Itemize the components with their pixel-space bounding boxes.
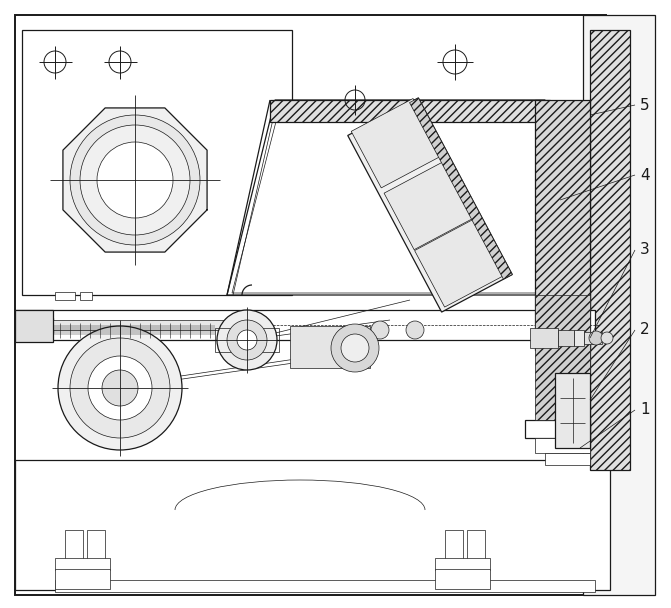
Circle shape <box>237 330 257 350</box>
Bar <box>435 558 490 570</box>
Circle shape <box>102 370 138 406</box>
Bar <box>53 320 263 330</box>
Text: 4: 4 <box>640 167 650 182</box>
Bar <box>55 558 110 570</box>
Bar <box>445 530 463 560</box>
Bar <box>467 530 485 560</box>
Circle shape <box>601 332 613 344</box>
Circle shape <box>331 324 379 372</box>
Bar <box>583 15 655 595</box>
Text: 3: 3 <box>640 243 650 258</box>
Bar <box>525 420 590 438</box>
Circle shape <box>217 310 277 370</box>
Bar <box>555 373 590 448</box>
Polygon shape <box>409 98 512 279</box>
Circle shape <box>88 356 152 420</box>
Circle shape <box>80 125 190 235</box>
Bar <box>87 530 105 560</box>
Bar <box>15 15 606 595</box>
Bar <box>590 30 630 470</box>
Bar <box>290 326 370 368</box>
Circle shape <box>70 338 170 438</box>
Bar <box>584 332 602 344</box>
Circle shape <box>589 331 603 345</box>
Bar <box>15 310 53 342</box>
Text: 5: 5 <box>640 97 650 112</box>
Bar <box>80 292 92 300</box>
Bar <box>545 453 590 465</box>
Circle shape <box>227 320 267 360</box>
Bar <box>65 530 83 560</box>
Polygon shape <box>351 98 443 188</box>
Bar <box>270 100 550 122</box>
Polygon shape <box>415 218 507 307</box>
Bar <box>435 569 490 589</box>
Circle shape <box>371 321 389 339</box>
Bar <box>55 292 75 300</box>
Polygon shape <box>63 108 207 252</box>
Polygon shape <box>227 100 590 295</box>
Circle shape <box>58 326 182 450</box>
Circle shape <box>341 334 369 362</box>
Polygon shape <box>535 100 590 350</box>
Polygon shape <box>348 98 512 312</box>
Text: 2: 2 <box>640 322 650 337</box>
Polygon shape <box>535 295 590 420</box>
Circle shape <box>406 321 424 339</box>
Bar <box>22 30 292 295</box>
Bar <box>574 330 584 346</box>
Bar <box>215 328 279 352</box>
Bar <box>530 328 558 348</box>
Bar <box>535 438 590 453</box>
Bar <box>55 569 110 589</box>
Bar <box>55 580 595 592</box>
Bar <box>15 310 595 340</box>
Bar <box>15 460 610 590</box>
Circle shape <box>70 115 200 245</box>
Bar <box>15 318 53 333</box>
Polygon shape <box>384 161 476 250</box>
Circle shape <box>97 142 173 218</box>
Bar <box>558 330 574 346</box>
Text: 1: 1 <box>640 402 650 418</box>
